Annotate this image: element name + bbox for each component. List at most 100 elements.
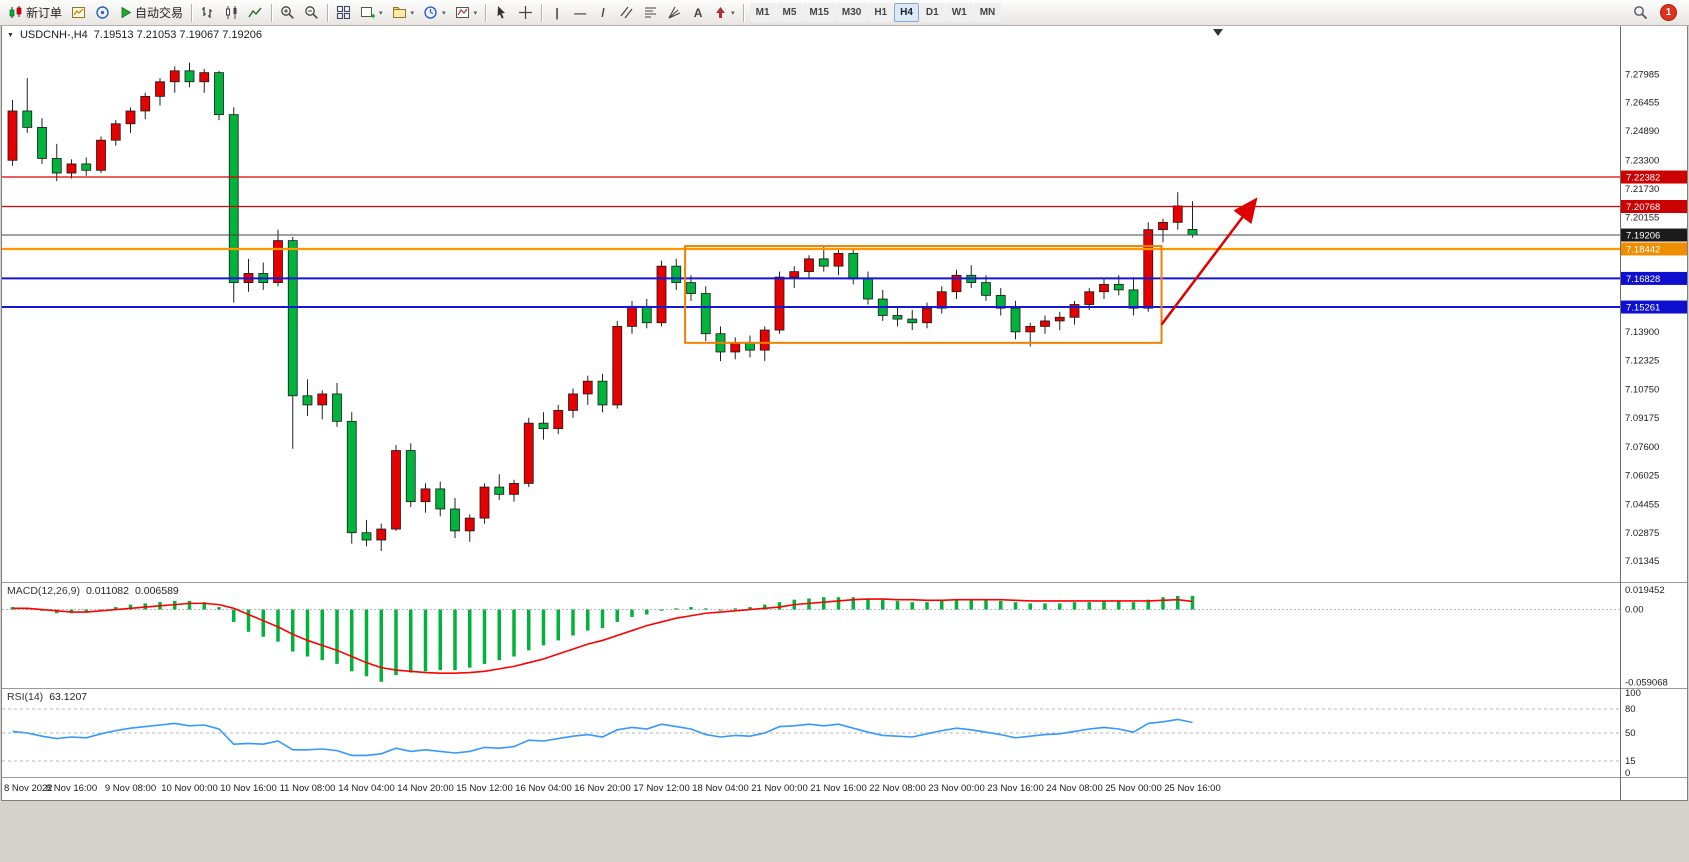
timeframe-w1[interactable]: W1 bbox=[945, 3, 973, 22]
macd-hist-bar bbox=[704, 608, 708, 610]
timeframe-h4[interactable]: H4 bbox=[894, 3, 919, 22]
candle bbox=[81, 163, 92, 171]
new-chart-button[interactable]: ▾ bbox=[356, 2, 387, 23]
candle bbox=[332, 393, 342, 422]
macd-hist-bar bbox=[84, 609, 88, 613]
time-axis-label: 10 Nov 16:00 bbox=[220, 783, 277, 794]
timeframe-m5[interactable]: M5 bbox=[776, 3, 803, 22]
price-axis-label: 7.02875 bbox=[1625, 528, 1659, 539]
candle bbox=[789, 271, 800, 278]
horizontal-line-icon: — bbox=[574, 5, 587, 20]
tile-windows-button[interactable] bbox=[332, 2, 355, 23]
time-axis-label: 22 Nov 08:00 bbox=[869, 783, 926, 794]
time-axis-label: 8 Nov 2022 bbox=[4, 783, 53, 794]
candle bbox=[494, 486, 505, 495]
macd-hist-bar bbox=[1013, 602, 1018, 610]
price-tag bbox=[1621, 170, 1687, 184]
timeframe-d1[interactable]: D1 bbox=[919, 3, 945, 22]
macd-hist-bar bbox=[822, 597, 826, 610]
charts-window-button[interactable] bbox=[67, 2, 90, 23]
rectangle-drawing[interactable] bbox=[684, 245, 1163, 344]
candle bbox=[509, 483, 519, 495]
macd-hist-bar bbox=[674, 608, 678, 610]
timeframe-m15[interactable]: M15 bbox=[803, 3, 835, 22]
cursor-button[interactable] bbox=[490, 2, 513, 23]
notification-badge[interactable]: 1 bbox=[1660, 4, 1677, 21]
time-axis-label: 23 Nov 16:00 bbox=[987, 783, 1044, 794]
price-axis-label: 7.06025 bbox=[1625, 471, 1659, 482]
time-axis-label: 11 Nov 08:00 bbox=[280, 783, 336, 794]
vertical-line-button[interactable]: | bbox=[546, 2, 568, 23]
chart-profiles-button[interactable]: ▾ bbox=[388, 2, 419, 23]
price-axis[interactable]: 7.22382 7.20768 7.19206 7.18442 7.16828 7.152… bbox=[1621, 70, 1687, 779]
arrow-drawing[interactable] bbox=[1160, 197, 1258, 326]
timeframe-mn[interactable]: MN bbox=[973, 3, 1002, 22]
bar-chart-button[interactable] bbox=[196, 2, 219, 23]
candlestick-chart-button[interactable] bbox=[220, 2, 243, 23]
macd-hist-bar bbox=[202, 602, 206, 610]
timeframe-m30[interactable]: M30 bbox=[835, 3, 868, 22]
search-icon bbox=[1633, 5, 1648, 20]
horizontal-line-button[interactable]: — bbox=[569, 2, 591, 23]
rsi-layer bbox=[2, 708, 1620, 762]
candle bbox=[995, 294, 1006, 309]
text-label-button[interactable]: A bbox=[687, 2, 709, 23]
new-order-button[interactable]: 新订单 bbox=[4, 2, 66, 23]
clock-icon bbox=[423, 5, 438, 20]
macd-hist-bar bbox=[615, 609, 619, 622]
candle bbox=[951, 274, 962, 293]
chart-shift-marker-icon[interactable] bbox=[1213, 29, 1223, 36]
macd-hist-bar bbox=[1161, 597, 1165, 610]
candle bbox=[1158, 221, 1168, 231]
candle bbox=[568, 393, 578, 411]
candle bbox=[863, 278, 873, 300]
auto-trading-button[interactable]: 自动交易 bbox=[115, 2, 187, 23]
line-chart-button[interactable] bbox=[244, 2, 267, 23]
crosshair-icon bbox=[518, 5, 533, 20]
rsi-axis-label: 0 bbox=[1625, 768, 1630, 779]
zoom-in-button[interactable] bbox=[276, 2, 299, 23]
period-button[interactable]: ▾ bbox=[419, 2, 450, 23]
macd-hist-bar bbox=[851, 597, 855, 610]
candle bbox=[1143, 229, 1154, 309]
profiles-icon bbox=[392, 5, 407, 20]
andrews-pitchfork-button[interactable] bbox=[663, 2, 686, 23]
trendline-button[interactable]: / bbox=[592, 2, 614, 23]
candle bbox=[892, 315, 903, 320]
breakout-arrow[interactable] bbox=[1160, 197, 1258, 326]
macd-hist-bar bbox=[379, 609, 383, 682]
candle bbox=[538, 422, 549, 430]
macd-hist-bar bbox=[984, 599, 988, 610]
templates-button[interactable]: ▾ bbox=[451, 2, 482, 23]
toolbar-separator bbox=[742, 3, 744, 22]
candle bbox=[1010, 307, 1021, 333]
search-button[interactable] bbox=[1629, 2, 1652, 23]
equidistant-channel-button[interactable] bbox=[615, 2, 638, 23]
candle bbox=[435, 488, 446, 510]
arrows-button[interactable]: ▾ bbox=[710, 2, 739, 23]
consolidation-box[interactable] bbox=[684, 245, 1163, 344]
market-watch-button[interactable] bbox=[91, 2, 114, 23]
chart-canvas[interactable]: 7.22382 7.20768 7.19206 7.18442 7.16828 7.152… bbox=[0, 25, 1689, 862]
price-tag bbox=[1621, 271, 1687, 285]
zoom-out-button[interactable] bbox=[300, 2, 323, 23]
macd-hist-bar bbox=[689, 607, 693, 610]
horizontal-lines-layer[interactable] bbox=[2, 176, 1620, 309]
timeframe-h1[interactable]: H1 bbox=[868, 3, 894, 22]
main-toolbar: 新订单 自动交易 ▾ ▾ ▾ ▾ | — / A ▾ M1 M5 M15 M30 H1 H… bbox=[0, 0, 1689, 26]
time-axis-label: 17 Nov 12:00 bbox=[633, 783, 690, 794]
macd-layer bbox=[2, 595, 1620, 682]
price-tag-value: 7.19206 bbox=[1626, 231, 1660, 242]
macd-hist-bar bbox=[1043, 603, 1047, 610]
chevron-down-icon: ▾ bbox=[410, 9, 415, 17]
candle bbox=[66, 163, 77, 174]
macd-hist-bar bbox=[895, 600, 900, 610]
timeframe-m1[interactable]: M1 bbox=[749, 3, 776, 22]
crosshair-button[interactable] bbox=[514, 2, 537, 23]
macd-hist-bar bbox=[1072, 602, 1077, 610]
macd-hist-bar bbox=[246, 609, 251, 632]
chevron-down-icon: ▾ bbox=[379, 9, 383, 17]
fibonacci-button[interactable] bbox=[639, 2, 662, 23]
candle bbox=[125, 110, 136, 125]
